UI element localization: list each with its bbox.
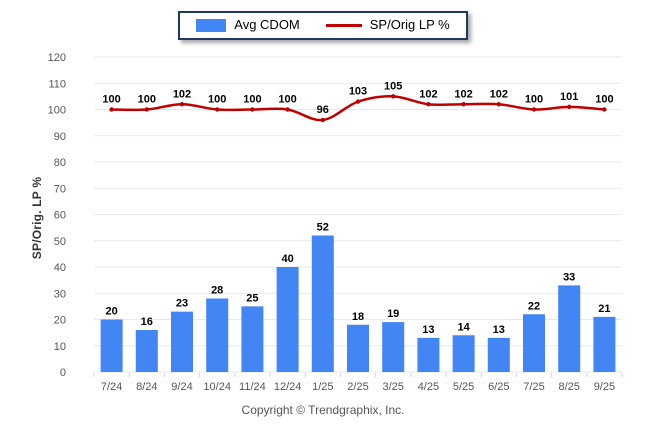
line-point-marker: [144, 107, 149, 112]
x-tick-label: 2/25: [347, 381, 368, 393]
bar-value-label: 52: [317, 222, 329, 234]
x-tick-label: 11/24: [239, 381, 266, 393]
copyright-text: Copyright © Trendgraphix, Inc.: [241, 403, 405, 417]
bar: [347, 324, 369, 372]
line-value-label: 100: [595, 94, 613, 106]
line-point-marker: [391, 94, 396, 99]
line-point-marker: [179, 102, 185, 107]
y-tick-label: 110: [48, 78, 66, 90]
line-point-marker: [496, 102, 501, 107]
x-tick-label: 3/25: [382, 381, 403, 393]
x-tick-label: 9/24: [171, 381, 192, 393]
x-tick-label: 8/24: [136, 381, 157, 393]
bar-value-label: 28: [211, 285, 223, 297]
bar: [417, 337, 440, 372]
x-tick-label: 9/25: [594, 381, 615, 393]
bar: [382, 322, 405, 372]
bar: [171, 311, 193, 372]
legend-line-swatch: [325, 23, 362, 27]
line-point-marker: [250, 107, 255, 112]
bar: [135, 330, 158, 372]
line-point-marker: [109, 107, 114, 112]
line-value-label: 103: [349, 86, 367, 98]
line-point-marker: [215, 107, 220, 112]
line-value-label: 105: [384, 80, 402, 92]
bar-value-label: 13: [493, 324, 505, 336]
bar-value-label: 33: [563, 271, 575, 283]
line-value-label: 101: [560, 91, 578, 103]
bar-value-label: 16: [141, 316, 153, 328]
line-value-label: 96: [317, 104, 329, 116]
line-point-marker: [285, 107, 290, 112]
bar: [100, 319, 123, 372]
y-tick-label: 80: [54, 157, 66, 169]
bar: [523, 314, 545, 372]
line-point-marker: [320, 117, 325, 123]
bar: [452, 335, 475, 372]
y-tick-label: 40: [54, 262, 66, 274]
bar: [487, 337, 510, 372]
line-point-marker: [531, 107, 537, 112]
legend-wrapper: Avg CDOM SP/Orig LP %: [0, 11, 646, 40]
y-tick-label: 50: [54, 236, 66, 248]
x-tick-label: 5/25: [453, 381, 474, 393]
line-point-marker: [602, 107, 607, 112]
line-point-marker: [355, 99, 361, 104]
line-value-label: 102: [454, 88, 472, 100]
line-value-label: 100: [278, 94, 296, 106]
line-value-label: 100: [102, 94, 120, 106]
legend-bar-swatch: [196, 18, 227, 32]
y-tick-label: 90: [54, 131, 66, 143]
bar-value-label: 18: [352, 311, 364, 323]
bar-value-label: 13: [422, 324, 434, 336]
line-point-marker: [426, 102, 431, 107]
x-tick-label: 12/24: [274, 381, 302, 393]
bar: [558, 285, 581, 372]
x-tick-label: 6/25: [488, 381, 509, 393]
bar-value-label: 21: [598, 303, 610, 315]
legend-label-sp-orig-lp: SP/Orig LP %: [369, 17, 450, 32]
bar-value-label: 20: [105, 306, 117, 318]
x-tick-label: 1/25: [312, 381, 333, 393]
bar: [206, 298, 229, 372]
line-point-marker: [567, 104, 572, 110]
line-value-label: 102: [419, 88, 437, 100]
bar: [593, 316, 616, 372]
y-tick-label: 60: [54, 210, 66, 222]
line-value-label: 102: [490, 88, 508, 100]
y-tick-label: 70: [54, 183, 66, 195]
x-tick-label: 8/25: [558, 381, 579, 393]
bar-value-label: 22: [528, 300, 540, 312]
bar-value-label: 19: [387, 308, 399, 320]
bar-value-label: 25: [246, 292, 258, 304]
y-tick-label: 120: [48, 52, 66, 64]
x-tick-label: 4/25: [418, 381, 439, 393]
bar: [241, 306, 264, 372]
line-value-label: 100: [138, 94, 156, 106]
line-value-label: 100: [243, 94, 261, 106]
bar: [311, 235, 334, 372]
bar-value-label: 23: [176, 298, 188, 310]
y-tick-label: 30: [54, 288, 66, 300]
line-value-label: 100: [525, 94, 543, 106]
y-tick-label: 10: [54, 341, 66, 353]
y-tick-label: 20: [54, 315, 66, 327]
x-tick-label: 7/25: [523, 381, 544, 393]
legend: Avg CDOM SP/Orig LP %: [178, 11, 468, 40]
line-value-label: 102: [173, 88, 191, 100]
y-tick-label: 100: [48, 105, 66, 117]
bar-value-label: 40: [281, 253, 293, 265]
y-tick-label: 0: [60, 367, 66, 379]
bar: [276, 267, 299, 372]
x-tick-label: 10/24: [203, 381, 231, 393]
x-tick-label: 7/24: [101, 381, 122, 393]
legend-label-avg-cdom: Avg CDOM: [234, 17, 300, 32]
line-point-marker: [461, 102, 466, 107]
line-value-label: 100: [208, 94, 226, 106]
bar-value-label: 14: [457, 321, 470, 333]
